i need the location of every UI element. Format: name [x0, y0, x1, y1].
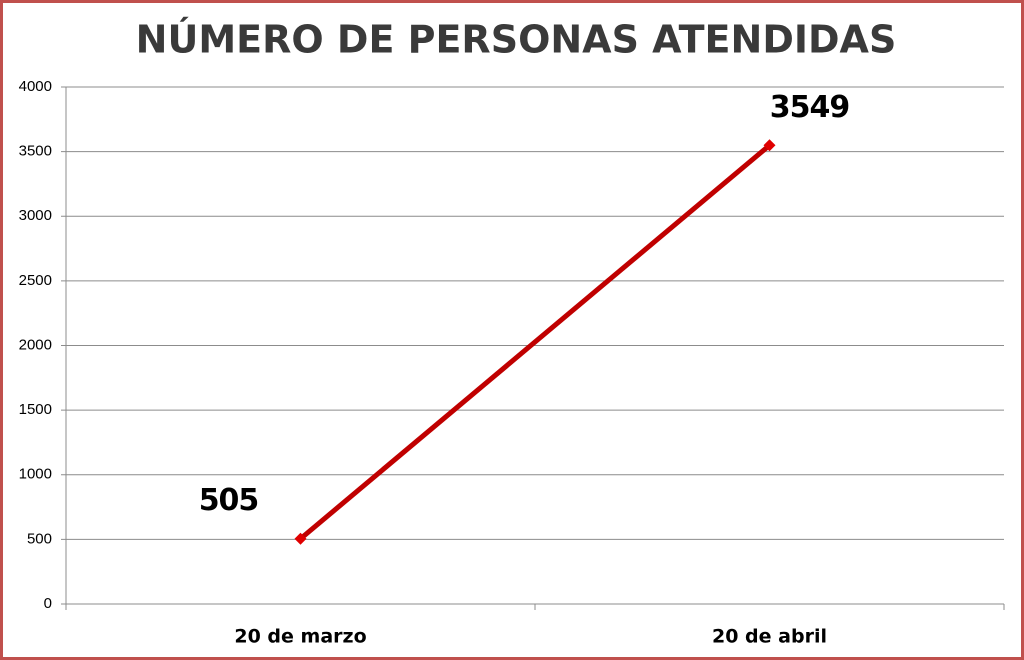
y-tick-label: 2000 — [19, 336, 52, 353]
x-tick-label: 20 de marzo — [234, 626, 366, 648]
line — [298, 143, 772, 541]
chart-title: NÚMERO DE PERSONAS ATENDIDAS — [136, 18, 897, 62]
y-tick-label: 4000 — [19, 78, 52, 95]
y-tick-label: 3500 — [19, 143, 52, 160]
y-tick-label: 500 — [27, 530, 52, 547]
y-tick-label: 1500 — [19, 401, 52, 418]
data-label: 3549 — [770, 90, 850, 125]
marker — [294, 532, 307, 545]
y-tick-label: 3000 — [19, 207, 52, 224]
x-tick-label: 20 de abril — [712, 626, 827, 648]
data-label: 505 — [199, 483, 259, 518]
y-tick-label: 2500 — [19, 272, 52, 289]
y-tick-label: 0 — [44, 595, 52, 612]
marker — [763, 139, 776, 152]
y-tick-label: 1000 — [19, 466, 52, 483]
